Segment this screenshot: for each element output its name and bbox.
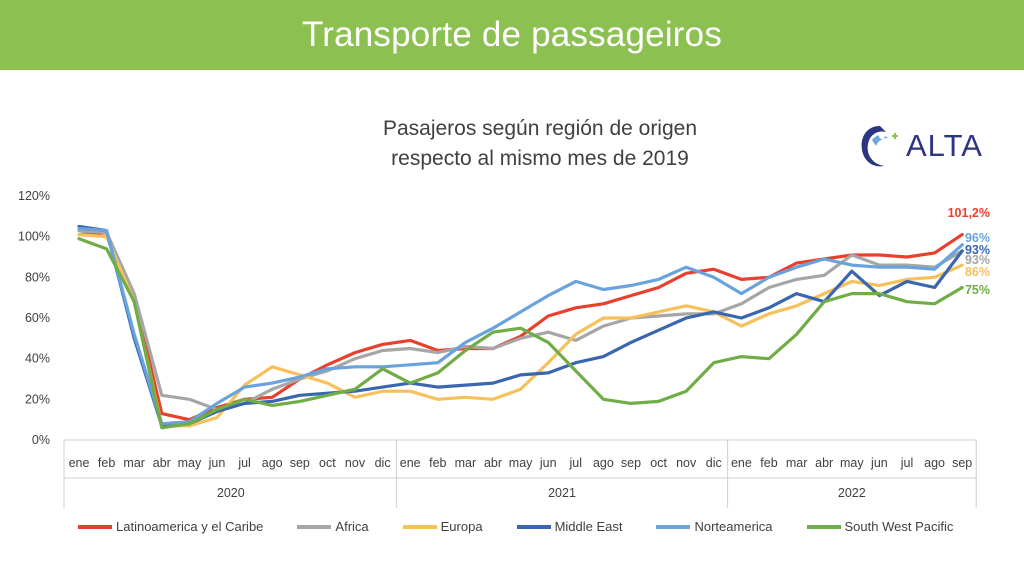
x-tick-label: mar	[455, 456, 477, 470]
series-line	[77, 226, 964, 426]
y-tick-label: 100%	[18, 230, 50, 244]
end-label: 93%	[965, 243, 990, 257]
x-tick-label: nov	[345, 456, 366, 470]
x-tick-label: dic	[706, 456, 722, 470]
legend-swatch	[656, 524, 691, 529]
legend-swatch	[402, 524, 437, 529]
legend-swatch	[516, 524, 551, 529]
legend-swatch	[806, 524, 841, 529]
legend-item: Middle East	[516, 519, 623, 534]
legend-label: Middle East	[554, 519, 623, 534]
legend-label: Europa	[440, 519, 483, 534]
y-tick-label: 60%	[25, 311, 50, 325]
x-tick-label: sep	[621, 456, 641, 470]
end-label: 96%	[965, 231, 990, 245]
x-tick-label: may	[178, 456, 202, 470]
x-tick-label: feb	[429, 456, 446, 470]
end-label: 101,2%	[948, 206, 990, 220]
x-tick-label: dic	[375, 456, 391, 470]
legend-item: Africa	[297, 519, 369, 534]
x-tick-label: jul	[237, 456, 251, 470]
chart-title-line-1: Pasajeros según región de origen	[382, 117, 698, 140]
x-tick-label: abr	[815, 456, 833, 470]
legend-item: Europa	[402, 519, 483, 534]
x-tick-label: jun	[208, 456, 226, 470]
x-axis-month-labels: ene feb mar abr may jun jul ago sep oct nov dic ene f…	[69, 456, 973, 470]
year-label: 2021	[548, 486, 576, 500]
x-tick-label: ago	[262, 456, 283, 470]
x-tick-label: ene	[69, 456, 90, 470]
legend-item: Norteamerica	[656, 519, 773, 534]
y-tick-label: 40%	[25, 352, 50, 366]
series-line	[77, 224, 964, 428]
x-tick-label: oct	[650, 456, 667, 470]
legend-label: Norteamerica	[694, 519, 773, 534]
alta-bird-logo-icon	[861, 126, 898, 167]
year-label: 2022	[838, 486, 866, 500]
legend-swatch	[78, 524, 112, 529]
y-tick-label: 20%	[25, 392, 50, 406]
banner-title: Transporte de passageiros	[301, 15, 723, 54]
x-tick-label: ago	[593, 456, 614, 470]
x-tick-label: mar	[786, 456, 808, 470]
y-axis-ticks: 0% 20% 40% 60% 80% 100% 120%	[18, 189, 50, 447]
x-tick-label: abr	[153, 456, 171, 470]
x-tick-label: jul	[569, 456, 583, 470]
chart-title-line-2: respecto al mismo mes de 2019	[391, 147, 689, 170]
legend-label: Latinoamerica y el Caribe	[116, 519, 264, 534]
x-tick-label: sep	[290, 456, 310, 470]
x-tick-label: feb	[98, 456, 115, 470]
x-tick-label: jul	[900, 456, 914, 470]
legend-label: Africa	[335, 519, 369, 534]
x-tick-label: ene	[731, 456, 752, 470]
chart-title: Pasajeros según región de origen respect…	[300, 114, 780, 174]
x-tick-label: may	[509, 456, 533, 470]
end-label: 93%	[965, 253, 990, 267]
x-tick-label: oct	[319, 456, 336, 470]
legend: Latinoamerica y el Caribe Africa Europa Mid…	[78, 519, 987, 534]
legend-swatch	[297, 524, 332, 529]
end-label: 86%	[965, 265, 990, 279]
series-lines	[77, 224, 964, 430]
series-line	[77, 237, 964, 430]
x-tick-label: jun	[539, 456, 557, 470]
x-tick-label: jun	[870, 456, 888, 470]
x-tick-label: ago	[924, 456, 945, 470]
y-tick-label: 120%	[18, 189, 50, 203]
logo-text: ALTA	[906, 128, 983, 163]
year-label: 2020	[217, 486, 245, 500]
legend-label: South West Pacific	[844, 519, 954, 534]
x-tick-label: ene	[400, 456, 421, 470]
end-labels: 101,2%93%86%93%96%75%	[948, 206, 990, 297]
alta-logo: ALTA	[858, 122, 998, 172]
series-line	[77, 233, 964, 428]
x-tick-label: may	[840, 456, 864, 470]
x-tick-label: mar	[123, 456, 145, 470]
x-tick-label: feb	[760, 456, 777, 470]
y-tick-label: 0%	[32, 433, 50, 447]
end-label: 75%	[965, 283, 990, 297]
x-tick-label: sep	[952, 456, 972, 470]
header-banner: Transporte de passageiros	[0, 0, 1024, 70]
axis-lines	[63, 439, 977, 508]
x-tick-label: nov	[676, 456, 697, 470]
x-tick-label: abr	[484, 456, 502, 470]
legend-item: Latinoamerica y el Caribe	[78, 519, 263, 534]
x-axis-year-labels: 2020 2021 2022	[217, 486, 866, 500]
legend-item: South West Pacific	[806, 519, 954, 534]
y-tick-label: 80%	[25, 270, 50, 284]
